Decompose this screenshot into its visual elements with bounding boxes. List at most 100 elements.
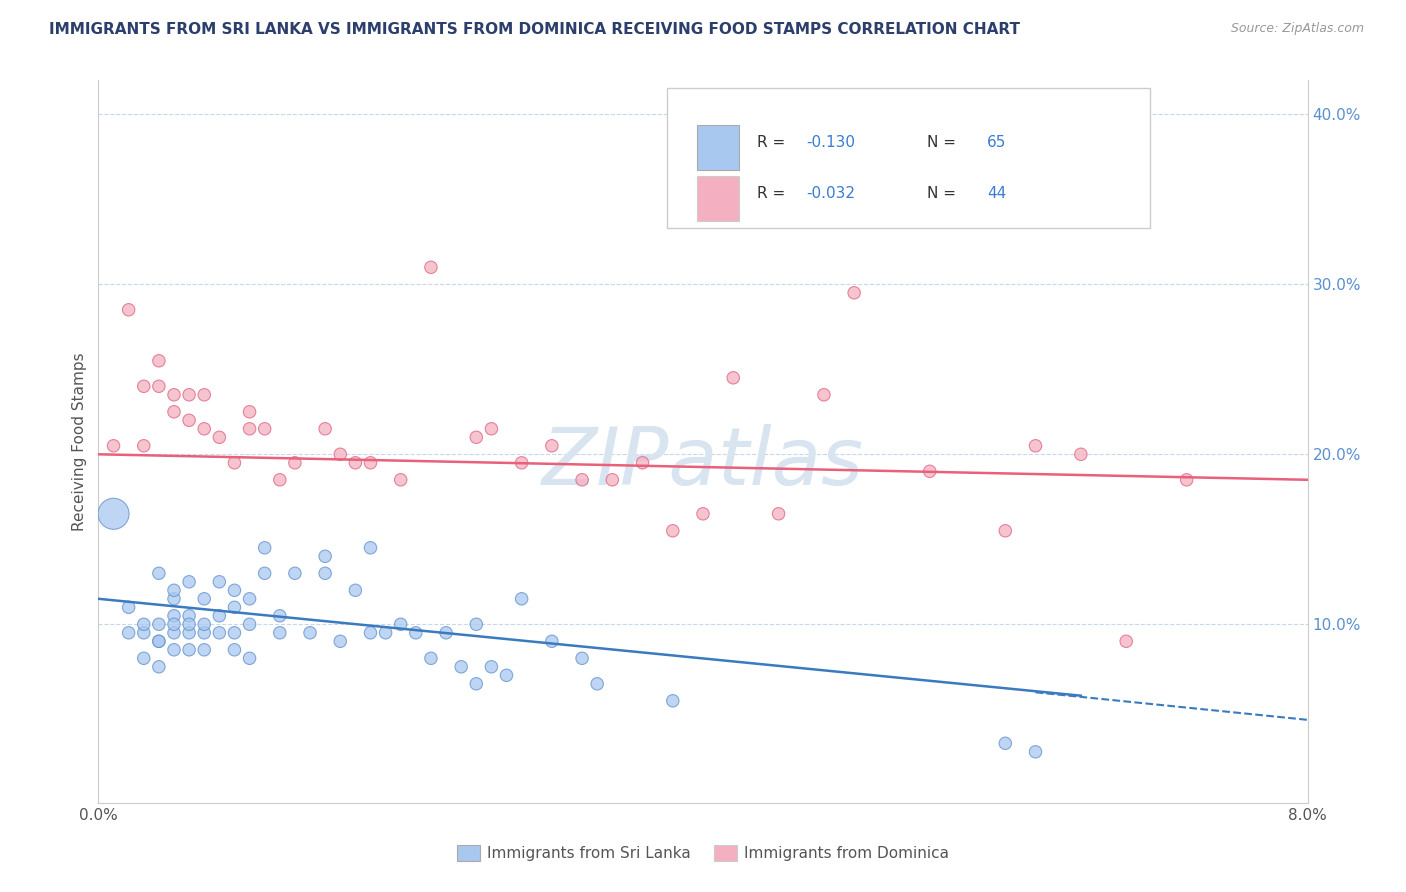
Point — [253, 566, 276, 581]
Point — [299, 625, 322, 640]
Point — [571, 473, 593, 487]
Point — [163, 625, 186, 640]
Point — [179, 625, 201, 640]
Point — [481, 660, 503, 674]
Point — [103, 507, 125, 521]
Point — [586, 677, 609, 691]
Point — [163, 617, 186, 632]
Point — [239, 405, 262, 419]
Point — [314, 422, 336, 436]
Point — [434, 625, 457, 640]
Point — [132, 379, 155, 393]
Point — [132, 439, 155, 453]
Text: 44: 44 — [987, 186, 1007, 201]
FancyBboxPatch shape — [697, 126, 740, 170]
Point — [179, 413, 201, 427]
Point — [224, 642, 246, 657]
Point — [510, 456, 533, 470]
Point — [193, 422, 215, 436]
Point — [631, 456, 654, 470]
Point — [163, 591, 186, 606]
Point — [1025, 439, 1047, 453]
Point — [465, 430, 488, 444]
Point — [179, 617, 201, 632]
Point — [344, 456, 367, 470]
Point — [420, 260, 443, 275]
Point — [269, 473, 291, 487]
Point — [148, 634, 170, 648]
Point — [389, 473, 412, 487]
Point — [224, 456, 246, 470]
Point — [495, 668, 517, 682]
Point — [329, 634, 352, 648]
Point — [918, 464, 941, 478]
Point — [148, 379, 170, 393]
Point — [163, 608, 186, 623]
Point — [103, 439, 125, 453]
Point — [132, 625, 155, 640]
Point — [389, 617, 412, 632]
Point — [224, 625, 246, 640]
Point — [994, 524, 1017, 538]
Point — [118, 625, 141, 640]
Point — [208, 625, 231, 640]
Point — [465, 617, 488, 632]
Point — [148, 660, 170, 674]
Text: -0.032: -0.032 — [806, 186, 855, 201]
Point — [163, 405, 186, 419]
Point — [1070, 447, 1092, 461]
Point — [994, 736, 1017, 750]
Point — [420, 651, 443, 665]
Point — [813, 388, 835, 402]
Point — [118, 302, 141, 317]
Point — [193, 642, 215, 657]
Point — [179, 608, 201, 623]
Point — [314, 566, 336, 581]
Text: -0.130: -0.130 — [806, 136, 855, 150]
Point — [360, 456, 382, 470]
Point — [481, 422, 503, 436]
Point — [661, 524, 683, 538]
Text: ZIPatlas: ZIPatlas — [541, 425, 865, 502]
Legend: Immigrants from Sri Lanka, Immigrants from Dominica: Immigrants from Sri Lanka, Immigrants fr… — [450, 839, 956, 867]
Text: N =: N = — [927, 186, 960, 201]
Point — [269, 625, 291, 640]
Point — [163, 388, 186, 402]
Point — [179, 642, 201, 657]
Point — [661, 694, 683, 708]
Text: N =: N = — [927, 136, 960, 150]
Text: R =: R = — [758, 186, 790, 201]
Point — [148, 617, 170, 632]
Point — [179, 388, 201, 402]
Point — [844, 285, 866, 300]
Point — [163, 583, 186, 598]
Point — [208, 430, 231, 444]
Point — [692, 507, 714, 521]
Point — [768, 507, 790, 521]
Text: 65: 65 — [987, 136, 1007, 150]
Text: IMMIGRANTS FROM SRI LANKA VS IMMIGRANTS FROM DOMINICA RECEIVING FOOD STAMPS CORR: IMMIGRANTS FROM SRI LANKA VS IMMIGRANTS … — [49, 22, 1021, 37]
Point — [253, 422, 276, 436]
Point — [510, 591, 533, 606]
Point — [571, 651, 593, 665]
Point — [284, 456, 307, 470]
Point — [1025, 745, 1047, 759]
Point — [193, 591, 215, 606]
Point — [148, 353, 170, 368]
Point — [148, 634, 170, 648]
Point — [723, 371, 745, 385]
Point — [208, 574, 231, 589]
Point — [239, 617, 262, 632]
Point — [224, 583, 246, 598]
Point — [193, 388, 215, 402]
Point — [208, 608, 231, 623]
Point — [118, 600, 141, 615]
Point — [193, 625, 215, 640]
Point — [540, 634, 562, 648]
Point — [148, 566, 170, 581]
FancyBboxPatch shape — [697, 176, 740, 221]
Point — [163, 642, 186, 657]
Point — [132, 617, 155, 632]
Point — [224, 600, 246, 615]
Point — [1115, 634, 1137, 648]
